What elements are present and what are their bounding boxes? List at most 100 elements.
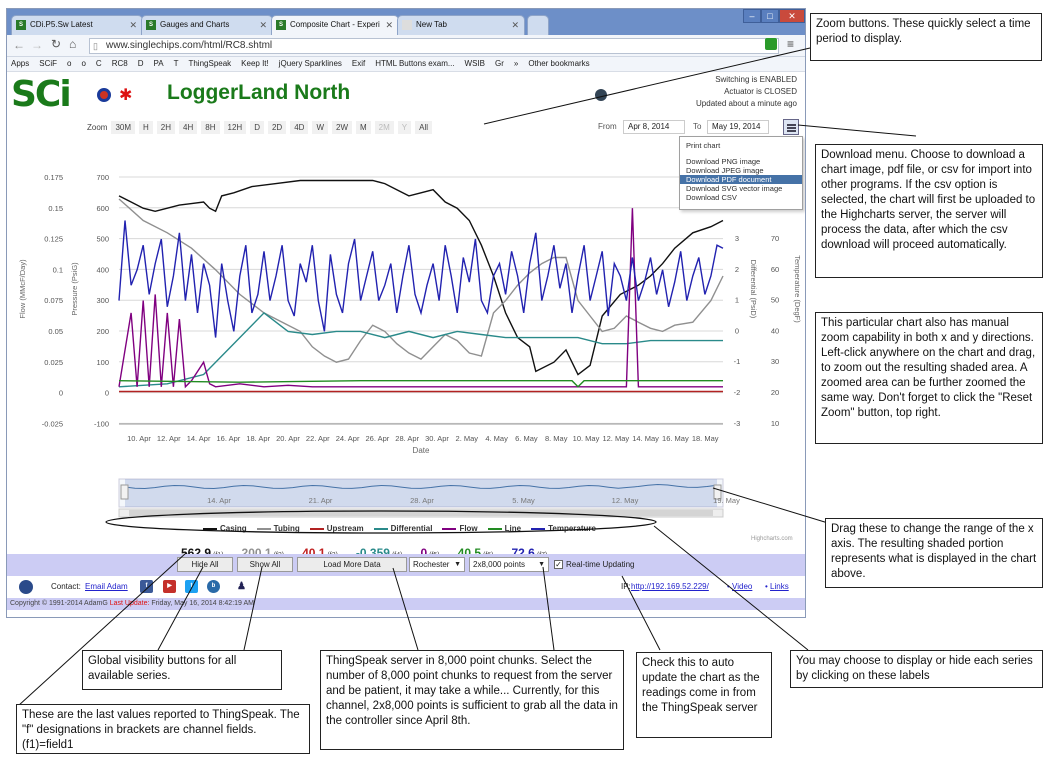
email-link[interactable]: Email Adam — [85, 582, 128, 591]
download-menu-item[interactable]: Download SVG vector image — [686, 184, 783, 193]
bookmark-item[interactable]: C — [95, 59, 102, 68]
new-tab-button[interactable] — [527, 15, 549, 35]
legend-label: Flow — [459, 524, 478, 533]
video-link[interactable]: • Video — [727, 582, 753, 591]
zoom-button-4h[interactable]: 4H — [179, 121, 198, 134]
legend-item-flow[interactable]: Flow — [442, 524, 478, 533]
location-select[interactable]: Rochester ▼ — [409, 557, 465, 572]
realtime-checkbox[interactable]: ✓ — [554, 560, 563, 569]
close-window-icon[interactable]: ✕ — [779, 9, 805, 23]
legend-item-line[interactable]: Line — [487, 524, 521, 533]
x-axis-tick: 14. Apr — [187, 434, 211, 443]
maple-leaf-icon: ✱ — [119, 87, 133, 104]
twitter-icon[interactable]: t — [185, 580, 198, 593]
legend-item-casing[interactable]: Casing — [203, 524, 247, 533]
bookmark-item[interactable]: WSIB — [464, 59, 485, 68]
tab-4[interactable]: New Tab ✕ — [397, 15, 525, 35]
bookmark-item[interactable]: ThingSpeak — [188, 59, 232, 68]
zoom-button-2h[interactable]: 2H — [156, 121, 176, 134]
hide-all-button[interactable]: Hide All — [177, 557, 233, 572]
menu-icon[interactable]: ≡ — [787, 37, 795, 51]
download-menu-item[interactable]: Download CSV — [686, 193, 737, 202]
download-menu-item[interactable]: Download PDF document — [680, 175, 802, 184]
bookmark-item[interactable]: Keep It! — [241, 59, 269, 68]
links-link[interactable]: • Links — [765, 582, 789, 591]
tab-label: CDi.P5.Sw Latest — [30, 20, 93, 29]
facebook-icon[interactable]: f — [140, 580, 153, 593]
flow-axis-tick: 0.175 — [44, 173, 63, 182]
youtube-icon[interactable]: ▶ — [163, 580, 176, 593]
composite-chart[interactable]: 0.175 0.15 0.125 0.1 0.075 0.05 0.025 0 -0.025 70… — [7, 9, 806, 549]
forward-icon[interactable]: → — [31, 38, 43, 52]
person-icon[interactable]: ♟ — [235, 580, 248, 593]
zoom-button-8h[interactable]: 8H — [201, 121, 220, 134]
video-link-text: Video — [732, 582, 753, 591]
bookmark-item[interactable]: jQuery Sparklines — [278, 59, 342, 68]
pressure-axis-tick: 600 — [96, 204, 109, 213]
series-line-differential — [118, 311, 723, 388]
note-zoom-buttons: Zoom buttons. These quickly select a tim… — [810, 13, 1042, 61]
bookmark-item[interactable]: Apps — [11, 59, 30, 68]
download-menu-item[interactable]: Download PNG image — [686, 157, 761, 166]
zoom-button-12h[interactable]: 12H — [223, 121, 247, 134]
zoom-button-m[interactable]: M — [356, 121, 371, 134]
bookmark-item[interactable]: o — [67, 59, 72, 68]
zoom-button-h[interactable]: H — [139, 121, 153, 134]
x-axis-tick: 16. May — [662, 434, 689, 443]
differential-axis-tick: 3 — [735, 234, 739, 243]
globe-icon[interactable] — [19, 580, 33, 594]
bookmark-item[interactable]: RC8 — [111, 59, 128, 68]
zoom-button-30m[interactable]: 30M — [111, 121, 136, 134]
blank-favicon-icon — [402, 20, 412, 30]
load-more-button[interactable]: Load More Data — [297, 557, 407, 572]
bookmark-item[interactable]: PA — [153, 59, 164, 68]
tab-2[interactable]: S Gauges and Charts ✕ — [141, 15, 273, 35]
bookmark-item[interactable]: o — [81, 59, 86, 68]
close-tab-icon[interactable]: ✕ — [129, 20, 137, 30]
extension-icon[interactable] — [765, 38, 777, 50]
bookmark-item[interactable]: HTML Buttons exam... — [375, 59, 455, 68]
minimize-icon[interactable]: – — [743, 9, 761, 23]
zoom-button-w[interactable]: W — [312, 121, 328, 134]
bookmark-item[interactable]: Exif — [351, 59, 366, 68]
home-icon[interactable]: ⌂ — [69, 37, 77, 51]
download-menu-item[interactable]: Print chart — [686, 141, 721, 150]
zoom-button-2m[interactable]: 2M — [374, 121, 394, 134]
hamburger-icon-bar — [787, 127, 796, 129]
legend-item-temperature[interactable]: Temperature — [531, 524, 596, 533]
points-select[interactable]: 2x8,000 points ▼ — [469, 557, 549, 572]
legend-item-differential[interactable]: Differential — [373, 524, 432, 533]
navigator-series — [124, 483, 718, 490]
differential-axis-tick: 2 — [735, 265, 739, 274]
zoom-button-d[interactable]: D — [250, 121, 264, 134]
bookmark-item[interactable]: T — [173, 59, 179, 68]
zoom-button-y[interactable]: Y — [397, 121, 412, 134]
legend-item-upstream[interactable]: Upstream — [309, 524, 364, 533]
close-tab-icon[interactable]: ✕ — [259, 20, 267, 30]
download-menu: Print chart Download PNG image Download JP… — [679, 136, 803, 210]
download-menu-item[interactable]: Download JPEG image — [686, 166, 764, 175]
tab-label: Composite Chart - Experi — [290, 20, 380, 29]
reload-icon[interactable]: ↻ — [51, 37, 62, 51]
bookmark-item[interactable]: SCiF — [39, 59, 58, 68]
close-tab-icon[interactable]: ✕ — [511, 20, 519, 30]
note-last-values: These are the last values reported to Th… — [16, 704, 310, 754]
navigator-tick: 19. May — [713, 496, 740, 505]
zoom-button-4d[interactable]: 4D — [290, 121, 309, 134]
back-icon[interactable]: ← — [13, 38, 25, 52]
legend-item-tubing[interactable]: Tubing — [256, 524, 300, 533]
maximize-icon[interactable]: □ — [761, 9, 779, 23]
zoom-button-all[interactable]: All — [415, 121, 433, 134]
legend-swatch — [309, 527, 324, 530]
bookmark-item[interactable]: D — [137, 59, 144, 68]
x-axis-tick: 18. Apr — [246, 434, 270, 443]
show-all-button[interactable]: Show All — [237, 557, 293, 572]
legend-label: Casing — [220, 524, 247, 533]
tab-3-active[interactable]: S Composite Chart - Experi ✕ — [271, 15, 399, 35]
zoom-button-2w[interactable]: 2W — [332, 121, 352, 134]
blog-icon[interactable]: b — [207, 580, 220, 593]
close-tab-icon[interactable]: ✕ — [385, 20, 393, 30]
highcharts-credit[interactable]: Highcharts.com — [751, 536, 793, 542]
ip-link[interactable]: http://192.169.52.229/ — [631, 582, 709, 591]
zoom-button-2d[interactable]: 2D — [267, 121, 287, 134]
